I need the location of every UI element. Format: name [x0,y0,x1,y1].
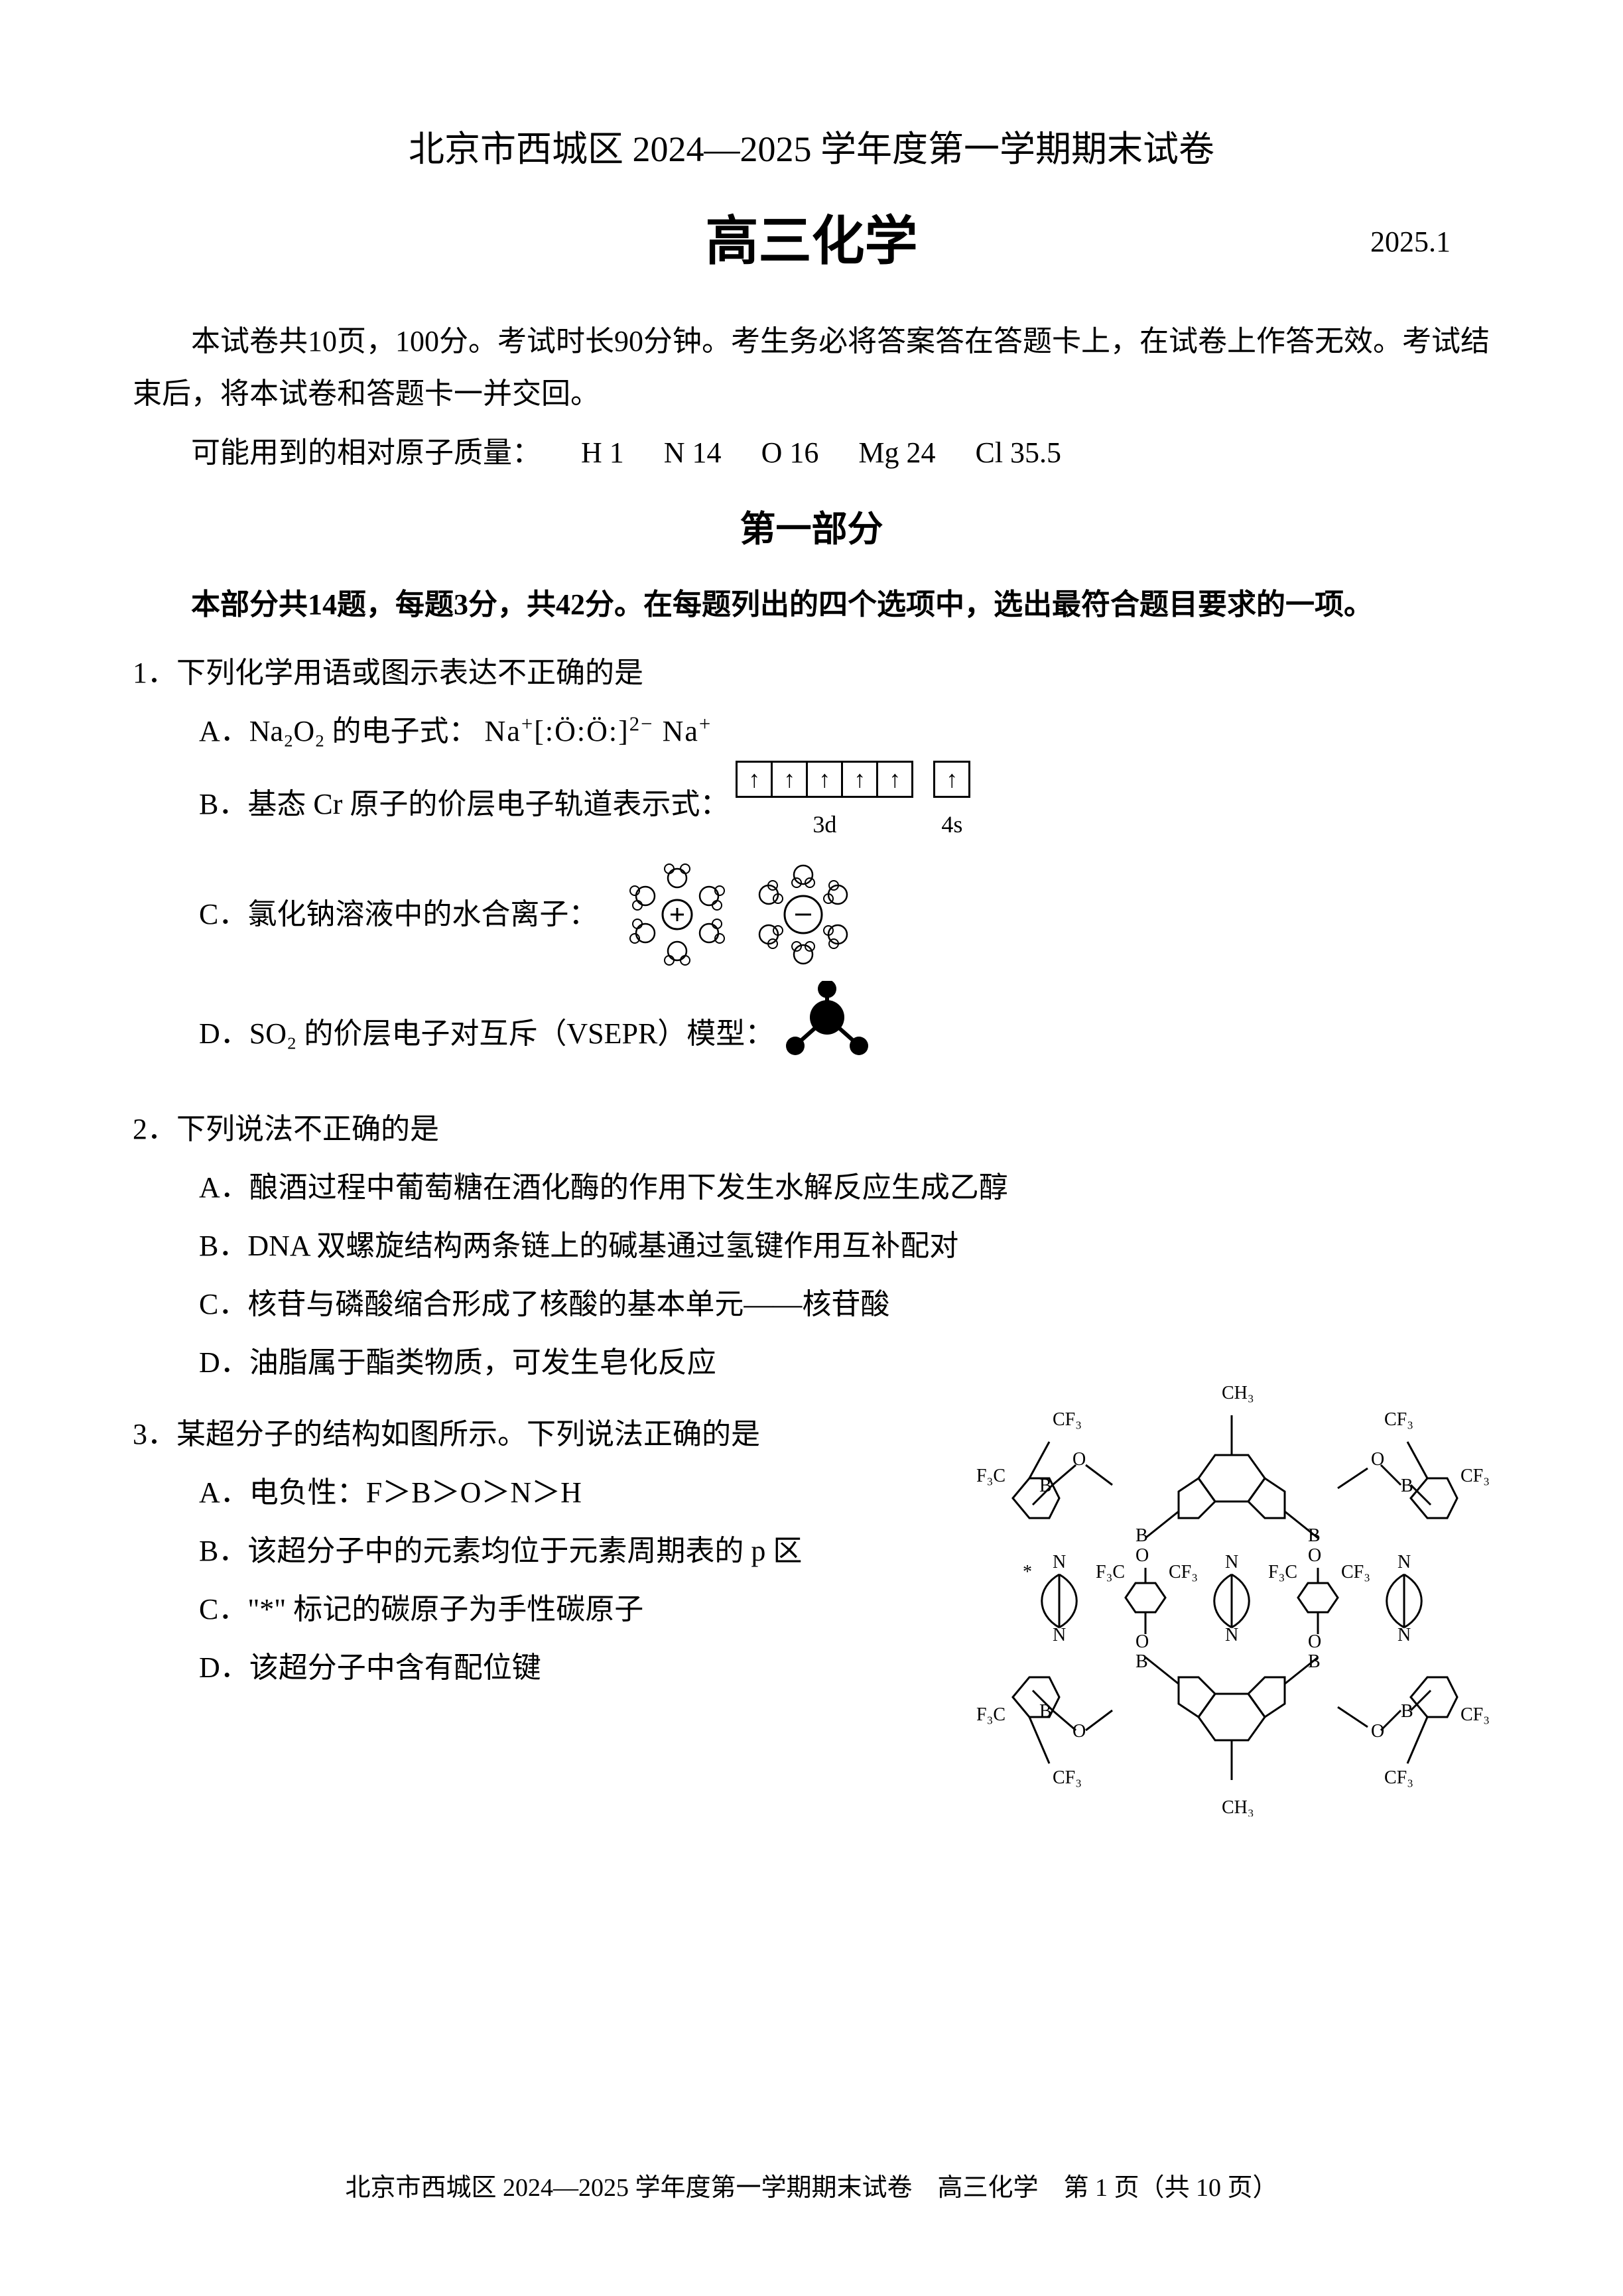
q3-b-text: B．该超分子中的元素均位于元素周期表的 p 区 [199,1522,802,1580]
svg-text:CF₃: CF₃ [1384,1409,1413,1430]
hydration-diagram [611,848,876,981]
atomic-masses-line: 可能用到的相对原子质量： H 1 N 14 O 16 Mg 24 Cl 35.5 [133,426,1490,479]
svg-text:O: O [1308,1545,1321,1566]
q1-d-text: D．SO₂ 的价层电子对互斥（VSEPR）模型： [199,1005,774,1063]
intro-paragraph: 本试卷共10页，100分。考试时长90分钟。考生务必将答案答在答题卡上，在试卷上… [133,315,1490,420]
q1-c-text: C．氯化钠溶液中的水合离子： [199,885,598,944]
exam-subject-title: 高三化学 [706,198,918,275]
q1-b-text: B．基态 Cr 原子的价层电子轨道表示式： [199,775,729,834]
orbital-box: ↑ [933,761,970,798]
q1-a-formula: Na+[:Ö:Ö:]2− Na+ [485,702,712,761]
orbital-4s-label: 4s [941,800,962,848]
section-1-header: 第一部分 [133,499,1490,552]
atomic-masses-label: 可能用到的相对原子质量： [191,436,541,469]
orbital-box: ↑ [841,761,878,798]
svg-text:F₃C: F₃C [976,1704,1006,1725]
orbital-box: ↑ [736,761,773,798]
q3-a-text: A．电负性：F＞B＞O＞N＞H [199,1464,582,1522]
q3-stem: 3．某超分子的结构如图所示。下列说法正确的是 [133,1405,973,1464]
orbital-diagram: ↑ ↑ ↑ ↑ ↑ 3d ↑ 4s [736,761,990,848]
q2-d-text: D．油脂属于酯类物质，可发生皂化反应 [199,1334,716,1392]
orbital-box: ↑ [771,761,808,798]
orbital-box: ↑ [876,761,913,798]
q1-a-text: A．Na₂O₂ 的电子式： [199,702,478,761]
svg-text:N: N [1225,1552,1238,1572]
q2-a-text: A．酿酒过程中葡萄糖在酒化酶的作用下发生水解反应生成乙醇 [199,1159,1008,1217]
orbital-3d-group: ↑ ↑ ↑ ↑ ↑ 3d [736,761,913,848]
svg-text:O: O [1072,1721,1086,1742]
q2-option-d: D．油脂属于酯类物质，可发生皂化反应 [133,1334,1490,1392]
q3-option-d: D．该超分子中含有配位键 [133,1639,973,1697]
q3-molecule-diagram: CH₃ CH₃ [973,1379,1490,1817]
atom-o: O 16 [761,436,819,469]
question-1: 1．下列化学用语或图示表达不正确的是 A．Na₂O₂ 的电子式： Na+[:Ö:… [133,644,1490,1087]
q2-b-text: B．DNA 双螺旋结构两条链上的碱基通过氢键作用互补配对 [199,1217,958,1275]
hydration-svg [611,848,876,981]
q2-c-text: C．核苷与磷酸缩合形成了核酸的基本单元——核苷酸 [199,1275,889,1334]
orbital-3d-label: 3d [812,800,836,848]
svg-text:O: O [1308,1631,1321,1652]
svg-text:CF₃: CF₃ [1384,1767,1413,1788]
question-3: 3．某超分子的结构如图所示。下列说法正确的是 A．电负性：F＞B＞O＞N＞H B… [133,1405,1490,1817]
atom-h: H 1 [581,436,624,469]
q2-stem: 2．下列说法不正确的是 [133,1100,1490,1159]
q1-option-d: D．SO₂ 的价层电子对互斥（VSEPR）模型： [133,981,1490,1087]
atom-mg: Mg 24 [858,436,935,469]
svg-text:CF₃: CF₃ [1461,1704,1490,1725]
svg-text:F₃C: F₃C [1268,1562,1297,1582]
orbital-box: ↑ [806,761,843,798]
svg-text:CH₃: CH₃ [1222,1797,1254,1817]
q3-option-c: C．"*" 标记的碳原子为手性碳原子 [133,1580,973,1639]
svg-text:B: B [1401,1701,1413,1722]
svg-text:CF₃: CF₃ [1341,1562,1370,1582]
q2-option-a: A．酿酒过程中葡萄糖在酒化酶的作用下发生水解反应生成乙醇 [133,1159,1490,1217]
svg-text:N: N [1225,1625,1238,1645]
svg-text:B: B [1136,1525,1148,1546]
q2-option-c: C．核苷与磷酸缩合形成了核酸的基本单元——核苷酸 [133,1275,1490,1334]
q1-stem: 1．下列化学用语或图示表达不正确的是 [133,644,1490,702]
q3-c-text: C．"*" 标记的碳原子为手性碳原子 [199,1580,643,1639]
orbital-4s-group: ↑ 4s [933,761,970,848]
svg-text:O: O [1136,1631,1149,1652]
q3-option-b: B．该超分子中的元素均位于元素周期表的 p 区 [133,1522,973,1580]
question-2: 2．下列说法不正确的是 A．酿酒过程中葡萄糖在酒化酶的作用下发生水解反应生成乙醇… [133,1100,1490,1392]
svg-text:B: B [1308,1651,1321,1672]
svg-text:CF₃: CF₃ [1053,1409,1082,1430]
q1-option-b: B．基态 Cr 原子的价层电子轨道表示式： ↑ ↑ ↑ ↑ ↑ 3d ↑ 4s [133,761,1490,848]
svg-text:F₃C: F₃C [1096,1562,1125,1582]
svg-text:N: N [1397,1625,1411,1645]
svg-text:O: O [1136,1545,1149,1566]
q1-option-a: A．Na₂O₂ 的电子式： Na+[:Ö:Ö:]2− Na+ [133,702,1490,761]
svg-text:*: * [1023,1562,1032,1582]
q1-option-c: C．氯化钠溶液中的水合离子： [133,848,1490,981]
vsepr-model [774,981,880,1087]
subtitle-row: 高三化学 2025.1 [133,198,1490,275]
svg-text:O: O [1371,1721,1384,1742]
svg-text:CF₃: CF₃ [1053,1767,1082,1788]
q3-option-a: A．电负性：F＞B＞O＞N＞H [133,1464,973,1522]
svg-text:B: B [1136,1651,1148,1672]
exam-main-title: 北京市西城区 2024—2025 学年度第一学期期末试卷 [133,119,1490,172]
svg-text:N: N [1053,1625,1066,1645]
svg-text:N: N [1397,1552,1411,1572]
atom-n: N 14 [664,436,722,469]
exam-date: 2025.1 [1370,225,1451,259]
q3-d-text: D．该超分子中含有配位键 [199,1639,541,1697]
svg-text:CF₃: CF₃ [1461,1466,1490,1486]
svg-text:N: N [1053,1552,1066,1572]
section-1-instructions: 本部分共14题，每题3分，共42分。在每题列出的四个选项中，选出最符合题目要求的… [133,578,1490,631]
svg-text:F₃C: F₃C [976,1466,1006,1486]
atom-cl: Cl 35.5 [975,436,1061,469]
page-footer: 北京市西城区 2024—2025 学年度第一学期期末试卷 高三化学 第 1 页（… [0,2167,1623,2203]
q2-option-b: B．DNA 双螺旋结构两条链上的碱基通过氢键作用互补配对 [133,1217,1490,1275]
svg-text:CF₃: CF₃ [1169,1562,1198,1582]
